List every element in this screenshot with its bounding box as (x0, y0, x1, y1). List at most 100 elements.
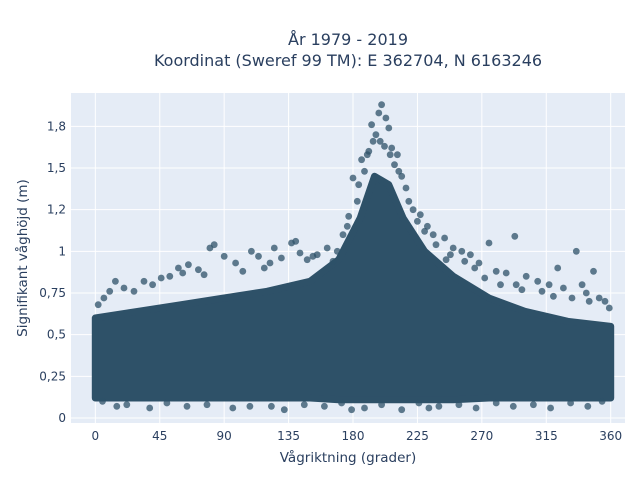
scatter-point (375, 109, 383, 117)
scatter-point (146, 404, 154, 412)
scatter-point (185, 261, 192, 269)
scatter-point (424, 222, 431, 230)
scatter-point (260, 264, 268, 272)
scatter-point (568, 294, 576, 302)
scatter-point (106, 287, 114, 295)
x-tick-label: 270 (470, 429, 493, 443)
scatter-point (435, 402, 443, 410)
scatter-point (278, 254, 285, 262)
y-tick-label: 1,2 (47, 203, 66, 217)
scatter-point (112, 277, 119, 285)
scatter-point (229, 404, 237, 412)
scatter-point (175, 264, 182, 272)
scatter-point (497, 281, 504, 289)
x-tick-label: 315 (535, 429, 558, 443)
scatter-point (530, 401, 537, 409)
scatter-point (300, 401, 308, 409)
scatter-point (467, 251, 474, 259)
y-tick-label: 0,5 (47, 328, 66, 342)
scatter-point (441, 234, 448, 242)
scatter-point (270, 244, 278, 252)
scatter-point (425, 404, 433, 412)
y-axis-ticks: 0 0,25 0,5 0,75 1 1,2 1,5 1,8 (39, 119, 66, 425)
scatter-point (338, 399, 345, 407)
scatter-point (361, 167, 368, 175)
x-tick-label: 360 (599, 429, 622, 443)
scatter-point (329, 257, 337, 265)
scatter-point (179, 269, 187, 277)
y-tick-label: 0,25 (39, 369, 66, 383)
scatter-point (385, 124, 393, 132)
scatter-point (409, 206, 417, 214)
scatter-point (239, 267, 247, 275)
scatter-point (449, 244, 457, 252)
scatter-point (550, 292, 557, 300)
scatter-point (246, 402, 254, 410)
scatter-point (492, 399, 500, 407)
y-axis-title: Signifikant våghöjd (m) (14, 179, 31, 337)
scatter-point (522, 272, 530, 280)
scatter-point (547, 404, 554, 412)
scatter-point (534, 277, 542, 285)
scatter-point (361, 404, 368, 412)
y-tick-label: 1,5 (47, 161, 66, 175)
scatter-point (248, 247, 255, 255)
x-axis-ticks: 0 45 90 135 180 225 270 315 360 (92, 429, 623, 443)
scatter-point (432, 241, 440, 249)
scatter-point (538, 287, 546, 295)
scatter-point (402, 184, 410, 192)
scatter-point (572, 247, 580, 255)
scatter-point (378, 101, 385, 109)
scatter-point (149, 281, 157, 289)
scatter-point (585, 297, 593, 305)
scatter-point (605, 304, 613, 312)
scatter-point (447, 251, 454, 259)
scatter-point (372, 131, 380, 139)
scatter-point (502, 269, 510, 277)
scatter-point (405, 197, 413, 205)
scatter-point (598, 397, 606, 405)
scatter-point (166, 272, 174, 280)
scatter-point (232, 259, 240, 267)
scatter-point (333, 247, 341, 255)
scatter-point (398, 172, 406, 180)
scatter-point (415, 399, 423, 407)
scatter-point (582, 289, 590, 297)
chart-title-line2: Koordinat (Sweref 99 TM): E 362704, N 61… (154, 51, 542, 70)
scatter-point (388, 144, 396, 152)
x-tick-label: 0 (92, 429, 100, 443)
dense-band-area (91, 172, 615, 404)
scatter-point (485, 239, 493, 247)
scatter-point (481, 274, 489, 282)
scatter-point (183, 402, 191, 410)
scatter-point (518, 286, 526, 294)
chart-title-line1: År 1979 - 2019 (288, 30, 408, 49)
x-tick-label: 180 (342, 429, 365, 443)
scatter-point (348, 406, 355, 414)
scatter-point (268, 402, 275, 410)
scatter-point (381, 142, 388, 150)
scatter-point (442, 256, 450, 264)
scatter-point (195, 266, 202, 274)
scatter-point (323, 244, 331, 252)
scatter-point (130, 287, 138, 295)
scatter-point (511, 232, 519, 240)
scatter-point (567, 399, 574, 407)
scatter-point (123, 401, 131, 409)
y-tick-label: 1 (58, 244, 66, 258)
x-axis-title: Vågriktning (grader) (280, 449, 417, 466)
scatter-point (100, 294, 108, 302)
scatter-point (545, 281, 553, 289)
scatter-points (94, 101, 613, 414)
x-tick-label: 45 (152, 429, 167, 443)
scatter-point (358, 156, 365, 164)
scatter-point (355, 181, 363, 189)
scatter-point (321, 402, 328, 410)
scatter-point (266, 259, 274, 267)
scatter-point (475, 259, 483, 267)
scatter-point (590, 267, 597, 275)
y-tick-label: 0 (58, 411, 66, 425)
scatter-point (416, 211, 424, 219)
scatter-point (398, 406, 406, 414)
